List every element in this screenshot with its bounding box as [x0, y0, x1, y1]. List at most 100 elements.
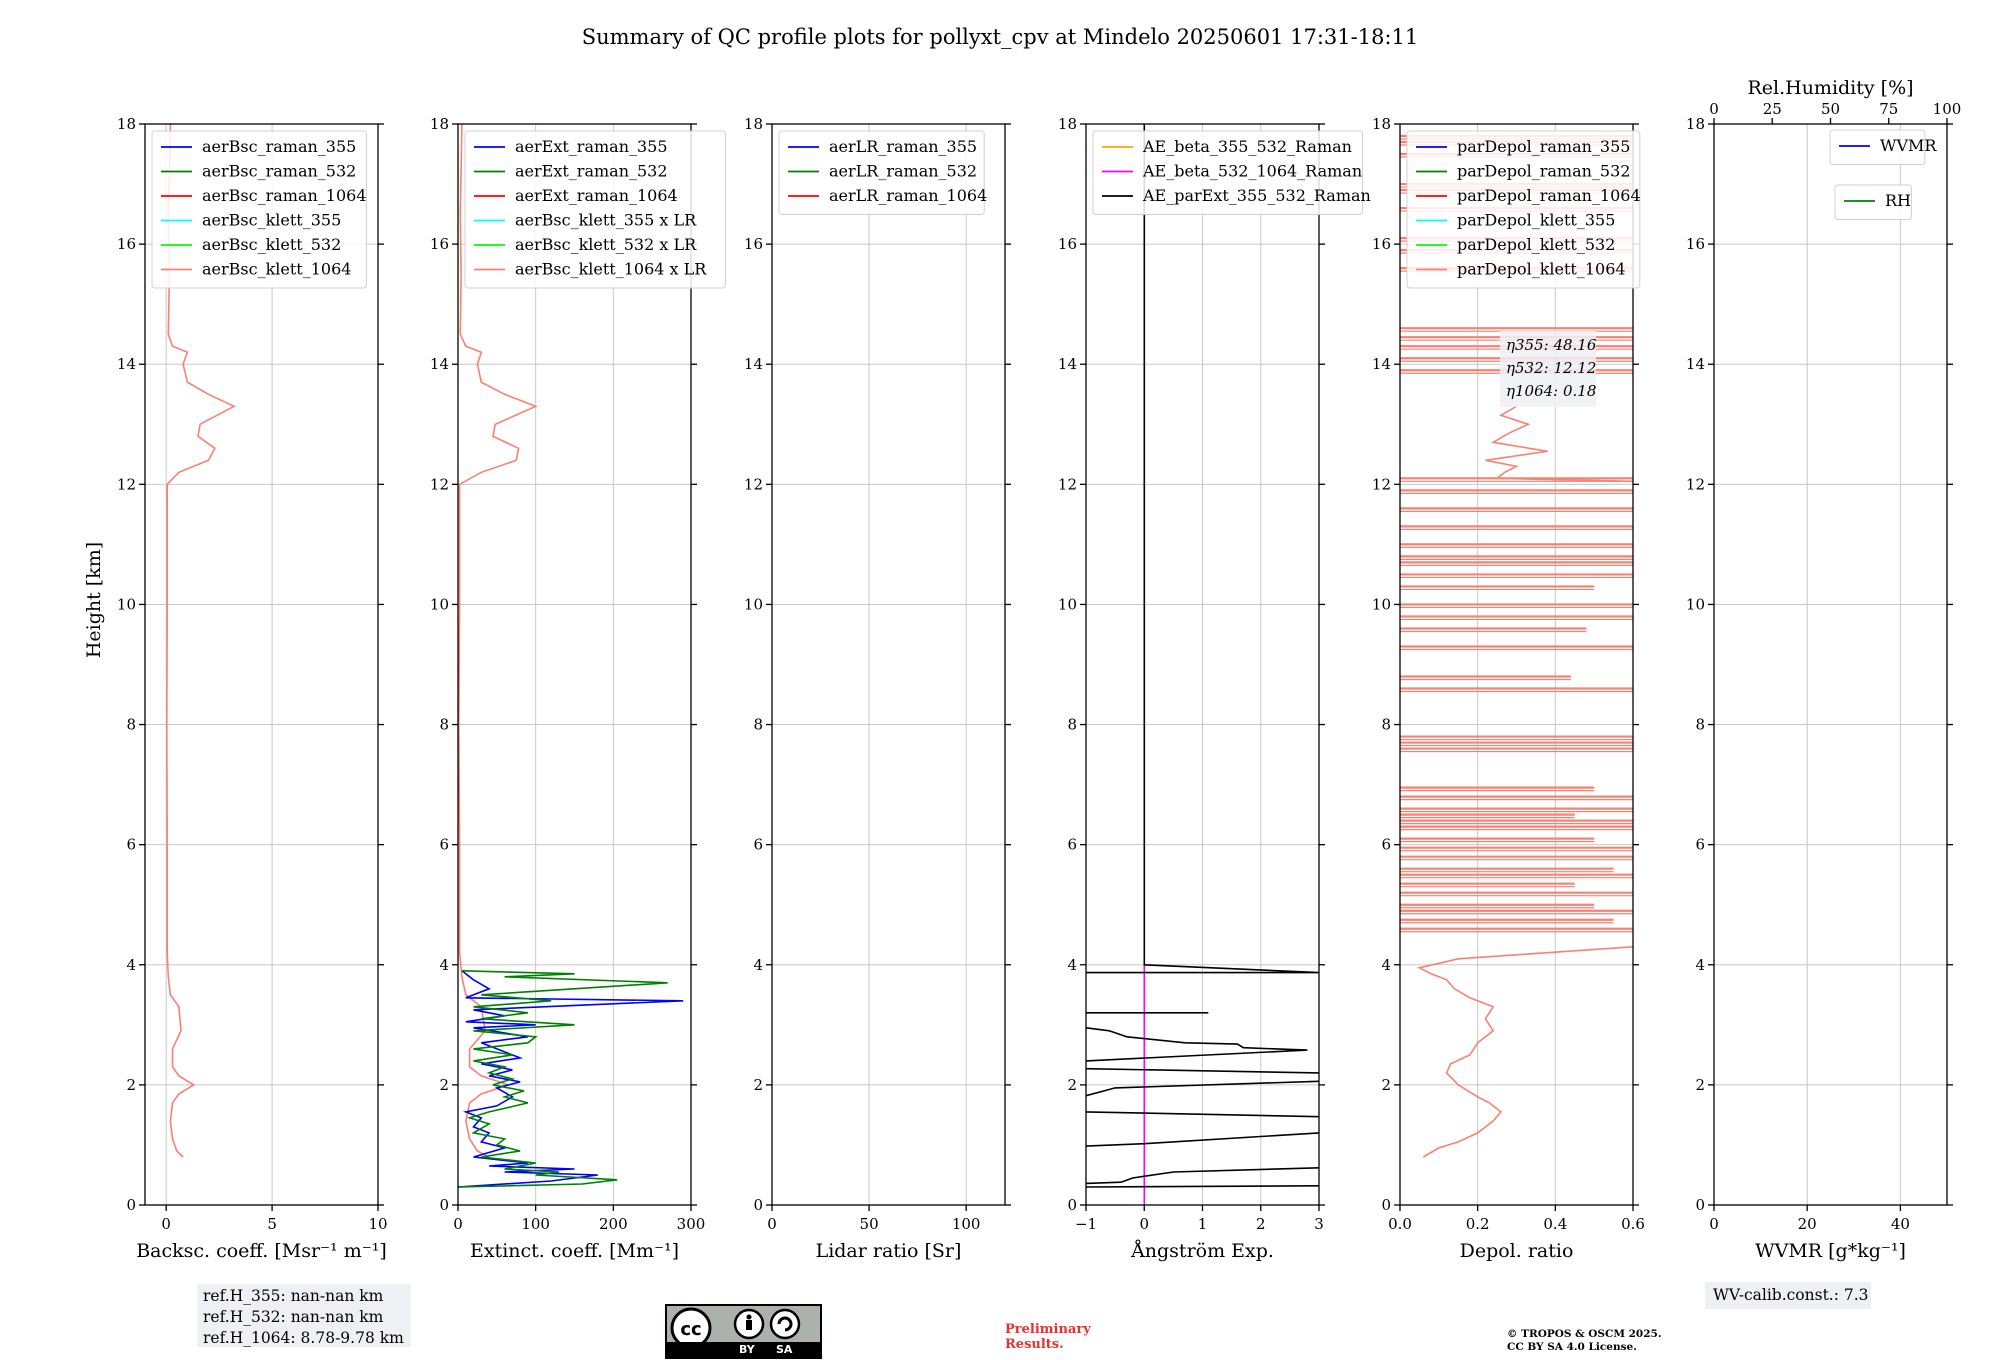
xtick-label-ae-3: 2	[1256, 1215, 1266, 1233]
annotation-line-depol-1: η532: 12.12	[1506, 359, 1596, 377]
ytick-label-depol-5: 10	[1372, 595, 1391, 613]
xtick-label-ae-1: 0	[1139, 1215, 1149, 1233]
ytick-label-depol-3: 6	[1381, 836, 1391, 854]
ytick-label-depol-6: 12	[1372, 475, 1391, 493]
legend-box-lr	[778, 130, 985, 215]
legend-wv-2: RH	[1834, 184, 1912, 220]
ytick-label-wv-8: 16	[1686, 235, 1705, 253]
ytick-label-lr-6: 12	[744, 475, 763, 493]
series-aerExt_raman_355	[458, 970, 684, 1188]
legend-box-bsc	[151, 130, 367, 289]
xlabel-lr: Lidar ratio [Sr]	[816, 1240, 962, 1262]
ytick-label-lr-8: 16	[744, 235, 763, 253]
legend-ae: AE_beta_355_532_Raman AE_beta_532_1064_Ra…	[1092, 130, 1371, 215]
series-AE_parExt_355_532_Raman_segments-2	[1086, 1067, 1319, 1074]
legend-label-ext-3: aerBsc_klett_355 x LR	[515, 211, 697, 230]
xtick-label-ext-2: 200	[599, 1215, 628, 1233]
data-ext	[458, 124, 684, 1188]
ytick-label-bsc-2: 4	[126, 956, 136, 974]
legend-label-ae-0: AE_beta_355_532_Raman	[1142, 137, 1352, 156]
series-AE_parExt_355_532_Raman_segments-4	[1086, 1111, 1319, 1118]
series-parDepol_klett_1064_upper	[1485, 405, 1633, 483]
ytick-label-lr-9: 18	[744, 115, 763, 133]
xtick-label-bsc-0: 0	[161, 1215, 171, 1233]
data-bsc	[165, 124, 236, 1158]
data-depol	[1400, 134, 1633, 1158]
xtick-label-ext-1: 100	[521, 1215, 550, 1233]
legend-label-depol-4: parDepol_klett_532	[1457, 235, 1615, 254]
series-aerExt_raman_532	[458, 970, 668, 1188]
legend-label-lr-1: aerLR_raman_532	[829, 162, 977, 181]
ytick-label-depol-4: 8	[1381, 716, 1391, 734]
ytick-label-bsc-6: 12	[117, 475, 136, 493]
series-AE_parExt_355_532_Raman_segments-1	[1086, 1027, 1308, 1062]
panel-lr: 0 2 4 6 8 10 12 14 16 18 0 50 100 Lidar ratio [Sr] aer…	[744, 115, 1011, 1262]
ytick-label-ext-5: 10	[430, 595, 449, 613]
ytick-label-ae-2: 4	[1067, 956, 1077, 974]
panel-ext: 0 2 4 6 8 10 12 14 16 18 0 100 200 300 Extinct. coeff.…	[430, 115, 726, 1262]
legend-label-bsc-4: aerBsc_klett_532	[202, 235, 341, 254]
ytick-label-ext-9: 18	[430, 115, 449, 133]
ytick-label-depol-0: 0	[1381, 1196, 1391, 1214]
copyright-line-2: CC BY SA 4.0 License.	[1507, 1341, 1637, 1353]
preliminary-line-2: Results.	[1005, 1337, 1064, 1352]
xtick-label-bsc-2: 10	[368, 1215, 387, 1233]
series-aerBsc_klett_1064 x LR	[458, 124, 538, 1158]
ytick-label-ext-1: 2	[439, 1076, 449, 1094]
ytick-label-bsc-0: 0	[126, 1196, 136, 1214]
ytick-label-depol-8: 16	[1372, 235, 1391, 253]
legend-label-bsc-5: aerBsc_klett_1064	[202, 260, 351, 279]
xlabel-ae: Ångström Exp.	[1130, 1240, 1274, 1262]
series-AE_parExt_355_532_Raman_segments-3	[1086, 1080, 1319, 1097]
wv-calibration-constant: WV-calib.const.: 7.3	[1705, 1282, 1871, 1309]
ytick-label-wv-2: 4	[1695, 956, 1705, 974]
legend-label-ext-1: aerExt_raman_532	[515, 162, 668, 181]
cc-sa-label: SA	[776, 1343, 793, 1356]
ytick-label-depol-1: 2	[1381, 1076, 1391, 1094]
legend-label-wv-2-0: RH	[1885, 191, 1911, 210]
ytick-label-bsc-1: 2	[126, 1076, 136, 1094]
ytick-label-bsc-3: 6	[126, 836, 136, 854]
xtick-label-ae-0: −1	[1075, 1215, 1097, 1233]
legend-label-wv-0: WVMR	[1880, 136, 1937, 155]
legend-label-ae-1: AE_beta_532_1064_Raman	[1142, 162, 1362, 181]
xtick-label-ae-4: 3	[1314, 1215, 1324, 1233]
ref-height-355: ref.H_355: nan-nan km	[203, 1287, 384, 1305]
toptick-label-wv-4: 100	[1933, 100, 1962, 118]
legend-label-depol-0: parDepol_raman_355	[1457, 137, 1630, 156]
ytick-label-lr-2: 4	[753, 956, 763, 974]
annotation-box-depol	[1500, 331, 1596, 407]
preliminary-results-note: Preliminary Results.	[1005, 1322, 1091, 1352]
data-ae	[1086, 124, 1319, 1205]
legend-label-bsc-3: aerBsc_klett_355	[202, 211, 341, 230]
ytick-label-ae-6: 12	[1058, 475, 1077, 493]
legend-box-ae	[1092, 130, 1364, 215]
ytick-label-ext-4: 8	[439, 716, 449, 734]
legend-label-ext-2: aerExt_raman_1064	[515, 186, 678, 205]
copyright-note: © TROPOS & OSCM 2025. CC BY SA 4.0 Licen…	[1507, 1328, 1662, 1354]
legend-label-depol-3: parDepol_klett_355	[1457, 211, 1615, 230]
xtick-label-lr-1: 50	[860, 1215, 879, 1233]
legend-label-depol-1: parDepol_raman_532	[1457, 162, 1630, 181]
ytick-label-ae-1: 2	[1067, 1076, 1077, 1094]
xtick-label-lr-0: 0	[767, 1215, 777, 1233]
legend-label-depol-5: parDepol_klett_1064	[1457, 260, 1626, 279]
annotation-depol: η355: 48.16 η532: 12.12 η1064: 0.18	[1500, 331, 1597, 407]
cc-icons: cc	[670, 1307, 801, 1342]
toptick-label-wv-2: 50	[1821, 100, 1840, 118]
ytick-label-ae-9: 18	[1058, 115, 1077, 133]
cc-by-sa-logo: cc BY SA	[665, 1304, 822, 1359]
ytick-label-lr-4: 8	[753, 716, 763, 734]
ytick-label-ae-7: 14	[1058, 355, 1077, 373]
legend-depol: parDepol_raman_355 parDepol_raman_532 parD…	[1406, 130, 1641, 289]
preliminary-line-1: Preliminary	[1005, 1322, 1091, 1337]
series-AE_parExt_355_532_Raman_segments-7	[1086, 1185, 1319, 1188]
cc-by-label: BY	[739, 1343, 755, 1356]
figure-title: Summary of QC profile plots for pollyxt_…	[582, 25, 1419, 49]
ytick-label-ae-5: 10	[1058, 595, 1077, 613]
svg-text:cc: cc	[680, 1319, 701, 1340]
xtick-label-wv-0: 0	[1709, 1215, 1719, 1233]
panel-depol: 0 2 4 6 8 10 12 14 16 18 0.0 0.2 0.4 0.6 Depol. ratio p…	[1372, 115, 1645, 1262]
